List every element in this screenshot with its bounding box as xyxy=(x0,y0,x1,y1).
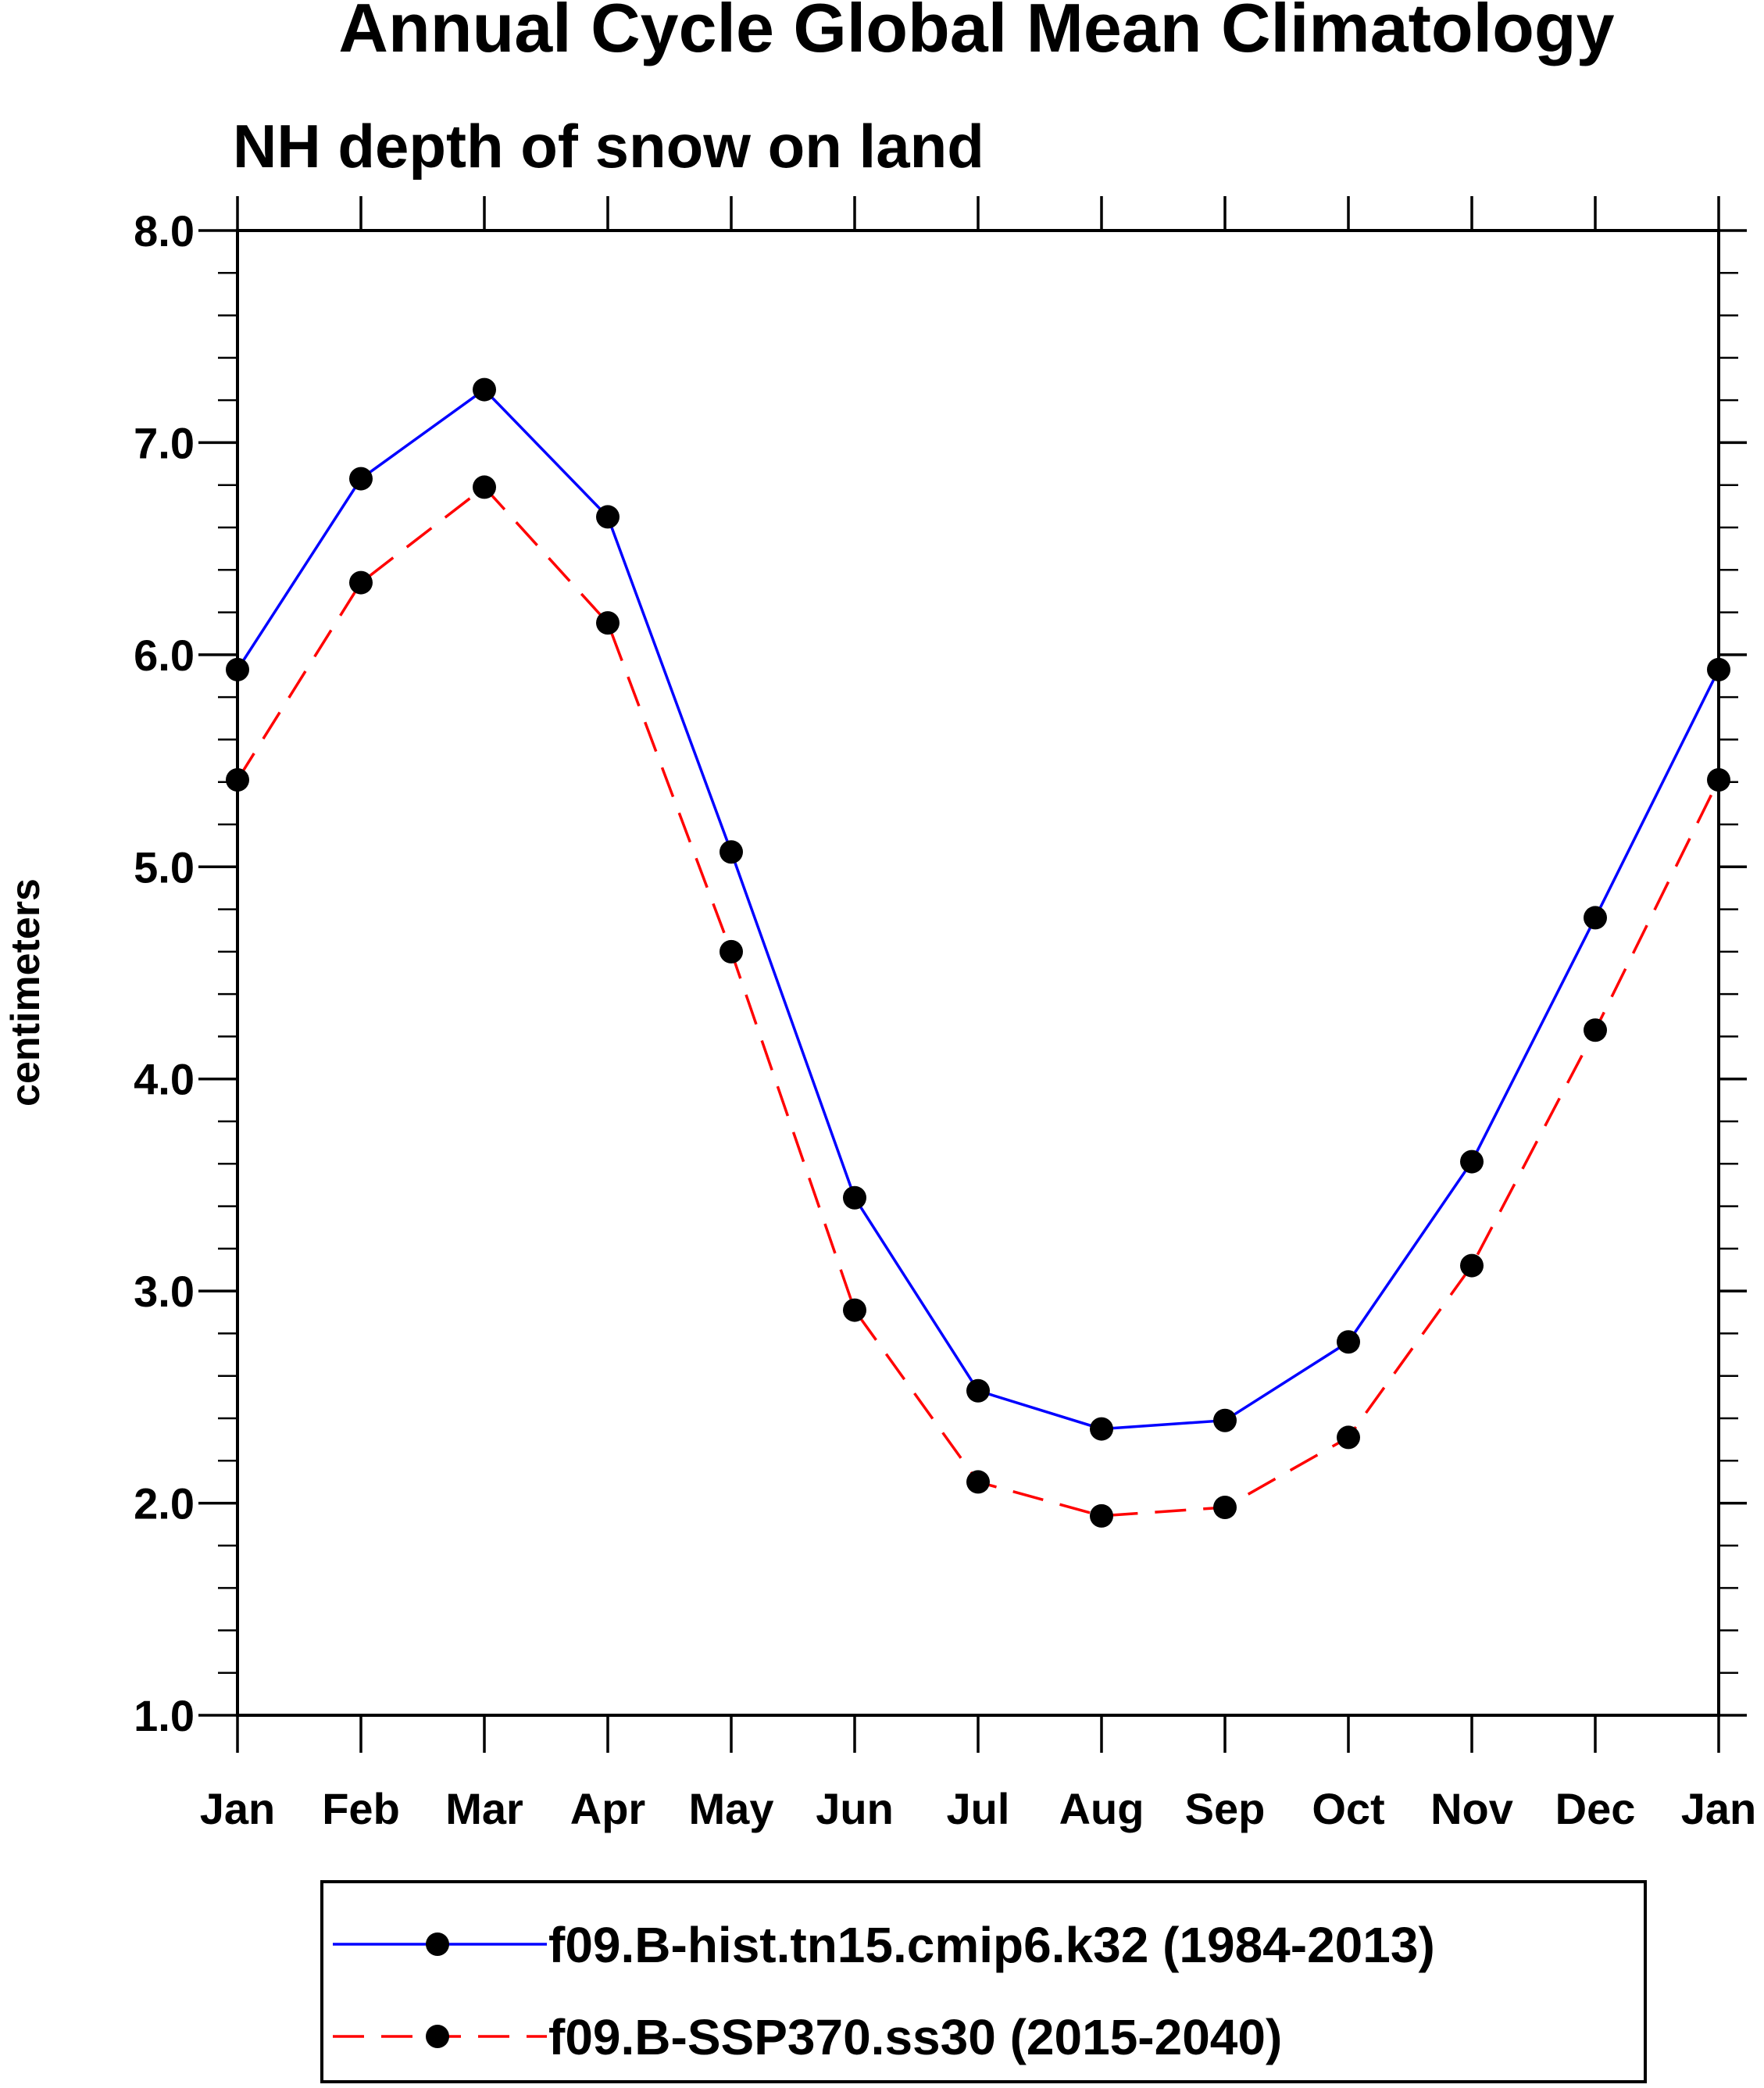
data-point xyxy=(1213,1408,1237,1432)
x-tick-label: Jan xyxy=(1681,1784,1757,1833)
series-layer xyxy=(226,377,1730,1528)
y-tick-label: 4.0 xyxy=(134,1055,195,1104)
chart-title: Annual Cycle Global Mean Climatology xyxy=(338,0,1614,66)
y-tick-label: 8.0 xyxy=(134,206,195,256)
x-tick-label: Oct xyxy=(1312,1784,1384,1833)
legend-items: f09.B-hist.tn15.cmip6.k32 (1984-2013) f09… xyxy=(333,1917,1435,2065)
data-point xyxy=(1460,1253,1484,1278)
data-point xyxy=(720,840,743,864)
y-tick-label: 6.0 xyxy=(134,631,195,680)
series-1 xyxy=(226,377,1730,1441)
series-line xyxy=(236,485,1720,1518)
data-point xyxy=(1584,906,1607,930)
y-axis-tick-labels: 1.0 2.0 3.0 4.0 5.0 6.0 7.0 8.0 xyxy=(134,206,195,1740)
x-tick-label: Apr xyxy=(570,1784,645,1833)
chart-subtitle: NH depth of snow on land xyxy=(233,112,984,181)
axis-ticks xyxy=(198,196,1747,1753)
data-point xyxy=(349,467,373,491)
data-point xyxy=(596,505,620,529)
data-point xyxy=(843,1298,866,1322)
legend-marker xyxy=(426,2025,449,2048)
data-point xyxy=(1090,1417,1113,1441)
x-tick-label: Feb xyxy=(322,1784,400,1833)
data-point xyxy=(473,377,496,402)
legend-label: f09.B-SSP370.ss30 (2015-2040) xyxy=(548,2009,1282,2065)
data-point xyxy=(1090,1503,1113,1528)
legend-label: f09.B-hist.tn15.cmip6.k32 (1984-2013) xyxy=(548,1917,1435,1973)
data-point xyxy=(596,611,620,635)
y-tick-label: 5.0 xyxy=(134,842,195,892)
legend-box xyxy=(320,1880,1647,2083)
data-point xyxy=(843,1185,866,1210)
data-point xyxy=(1213,1496,1237,1519)
plot-frame xyxy=(236,229,1720,1717)
data-point xyxy=(1337,1425,1360,1450)
x-tick-label: May xyxy=(689,1784,774,1833)
y-tick-label: 7.0 xyxy=(134,418,195,467)
legend-marker xyxy=(426,1932,449,1956)
legend: f09.B-hist.tn15.cmip6.k32 (1984-2013) f09… xyxy=(320,1880,1647,2083)
data-point xyxy=(1584,1018,1607,1042)
data-point xyxy=(720,939,743,964)
data-point xyxy=(966,1470,990,1494)
x-tick-label: Jun xyxy=(816,1784,894,1833)
x-tick-label: Nov xyxy=(1430,1784,1513,1833)
x-tick-label: Aug xyxy=(1059,1784,1144,1833)
data-point xyxy=(966,1378,990,1403)
x-tick-label: Jan xyxy=(200,1784,276,1833)
data-point xyxy=(1337,1330,1360,1354)
y-tick-label: 1.0 xyxy=(134,1691,195,1740)
y-axis-label: centimeters xyxy=(3,878,48,1107)
y-tick-label: 2.0 xyxy=(134,1479,195,1528)
x-tick-label: Jul xyxy=(947,1784,1010,1833)
series-line xyxy=(236,388,1720,1431)
data-point xyxy=(1460,1149,1484,1174)
x-tick-label: Sep xyxy=(1185,1784,1266,1833)
data-point xyxy=(473,475,496,499)
data-point xyxy=(349,570,373,595)
x-tick-label: Dec xyxy=(1555,1784,1636,1833)
x-tick-label: Mar xyxy=(445,1784,523,1833)
x-axis-tick-labels: Jan Feb Mar Apr May Jun Jul Aug Sep Oct Nov Dec Jan xyxy=(200,1784,1757,1833)
series-2 xyxy=(226,475,1730,1528)
y-tick-label: 3.0 xyxy=(134,1267,195,1316)
